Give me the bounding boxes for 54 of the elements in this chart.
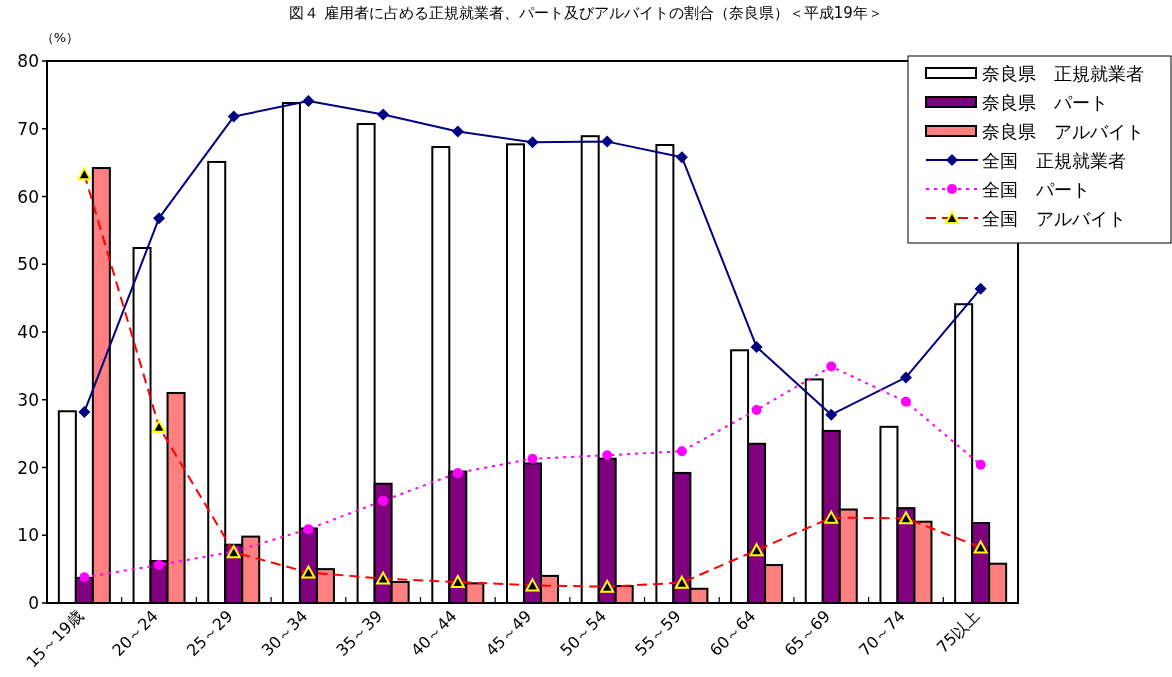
x-tick-label: 75以上 (933, 606, 984, 657)
x-tick-label: 50～54 (556, 606, 611, 660)
y-tick-label: 40 (17, 322, 39, 342)
y-tick-label: 80 (17, 51, 39, 71)
x-tick-label: 40～44 (407, 606, 461, 660)
y-tick-label: 50 (17, 254, 39, 275)
x-tick-label: 60～64 (705, 606, 760, 660)
point (974, 282, 987, 295)
point (154, 560, 165, 571)
point (526, 136, 539, 149)
x-tick-label: 65～69 (780, 606, 835, 660)
point (79, 572, 90, 583)
legend-label: 全国 アルバイト (982, 208, 1126, 229)
x-tick-label: 55～59 (631, 606, 685, 660)
point (601, 135, 614, 148)
legend-label: 奈良県 アルバイト (982, 121, 1144, 142)
point (826, 361, 837, 372)
point (302, 94, 315, 107)
legend-label: 全国 パート (982, 179, 1090, 200)
point (451, 125, 464, 138)
point (153, 212, 166, 225)
x-tick-label: 25～29 (183, 606, 237, 660)
point (227, 110, 240, 123)
ylabel: （%） (40, 30, 80, 45)
x-tick-label: 35～39 (332, 606, 386, 660)
y-tick-label: 60 (17, 186, 39, 207)
title: 図４ 雇用者に占める正規就業者、パート及びアルバイトの割合（奈良県）＜平成19年＞ (289, 4, 883, 22)
point (452, 467, 463, 478)
point (675, 151, 688, 164)
legend-label: 全国 正規就業者 (982, 150, 1126, 171)
x-tick-label: 45～49 (481, 606, 536, 660)
point (377, 108, 390, 121)
y-tick-label: 20 (17, 457, 39, 478)
point (527, 453, 538, 464)
x-tick-label: 30～34 (257, 606, 312, 660)
x-tick-label: 70～74 (855, 606, 909, 660)
point (602, 450, 613, 461)
legend-label: 奈良県 パート (982, 92, 1108, 113)
point (78, 405, 91, 418)
point (676, 446, 687, 457)
point (750, 340, 763, 353)
point (899, 371, 912, 384)
legend-label: 奈良県 正規就業者 (982, 63, 1144, 84)
point (303, 524, 314, 535)
point (975, 459, 986, 470)
x-tick-label: 20～24 (108, 606, 162, 660)
point (378, 495, 389, 506)
y-tick-label: 30 (17, 389, 39, 410)
y-tick-label: 70 (17, 118, 39, 139)
point (751, 404, 762, 415)
y-tick-label: 0 (28, 593, 39, 613)
y-tick-label: 10 (17, 525, 39, 546)
point (900, 396, 911, 407)
point (825, 408, 838, 421)
